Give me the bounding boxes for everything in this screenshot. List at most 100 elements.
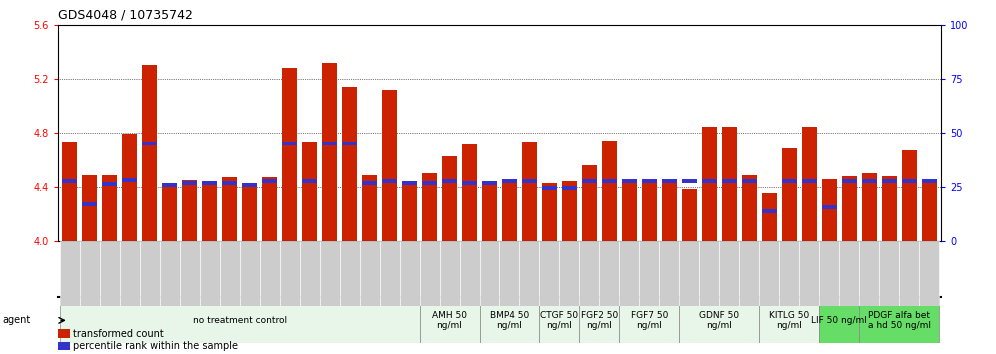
Bar — [679, 297, 759, 343]
Bar — [442, 156, 457, 241]
Bar — [719, 241, 739, 306]
Bar — [479, 241, 499, 306]
Bar — [582, 179, 597, 183]
Text: KITLG 50
ng/ml: KITLG 50 ng/ml — [769, 311, 810, 330]
Bar — [482, 181, 497, 185]
Bar — [240, 241, 260, 306]
Bar — [522, 142, 537, 241]
Text: FGF7 50
ng/ml: FGF7 50 ng/ml — [630, 311, 668, 330]
Bar — [620, 297, 679, 343]
Bar — [602, 179, 617, 183]
Text: GDS4048 / 10735742: GDS4048 / 10735742 — [58, 9, 192, 22]
Bar — [142, 142, 157, 145]
Bar — [402, 183, 417, 241]
Bar — [123, 134, 137, 241]
Bar — [679, 241, 699, 306]
Bar — [562, 186, 577, 190]
Bar — [302, 142, 317, 241]
Bar — [382, 179, 397, 183]
Bar — [60, 241, 80, 306]
Bar — [542, 183, 557, 241]
Bar — [822, 179, 837, 241]
Bar — [921, 179, 936, 183]
Bar — [139, 241, 159, 306]
Bar — [662, 179, 677, 183]
Text: PDGF alfa bet
a hd 50 ng/ml: PDGF alfa bet a hd 50 ng/ml — [868, 311, 930, 330]
Text: agent: agent — [2, 315, 30, 325]
Bar — [399, 241, 419, 306]
Bar — [260, 241, 280, 306]
Text: LIF 50 ng/ml: LIF 50 ng/ml — [812, 316, 868, 325]
Text: BMP4 50
ng/ml: BMP4 50 ng/ml — [490, 311, 529, 330]
Bar — [482, 181, 497, 241]
Bar — [120, 241, 139, 306]
Bar — [103, 182, 118, 186]
Bar — [502, 179, 517, 241]
Bar — [580, 241, 600, 306]
Bar — [499, 241, 520, 306]
Bar — [142, 65, 157, 241]
Bar — [842, 176, 857, 241]
Bar — [422, 173, 437, 241]
Bar — [442, 179, 457, 183]
Bar — [682, 189, 697, 241]
Bar — [862, 179, 876, 183]
Bar — [921, 183, 936, 241]
Bar — [919, 241, 939, 306]
Bar — [363, 175, 377, 241]
Bar — [542, 186, 557, 190]
Bar — [659, 241, 679, 306]
Bar — [342, 142, 358, 145]
Bar — [802, 127, 817, 241]
Bar — [262, 179, 277, 183]
Bar — [382, 90, 397, 241]
Bar — [502, 179, 517, 183]
Bar — [820, 297, 860, 343]
Bar — [820, 241, 840, 306]
Bar — [202, 181, 217, 241]
Bar — [860, 297, 939, 343]
Bar — [63, 179, 78, 183]
Bar — [179, 241, 199, 306]
Bar — [879, 241, 899, 306]
Bar — [280, 241, 300, 306]
Bar — [742, 179, 757, 183]
Bar — [699, 241, 719, 306]
Bar — [540, 297, 580, 343]
Bar — [300, 241, 320, 306]
Bar — [63, 142, 78, 241]
Bar — [782, 179, 797, 183]
Bar — [242, 183, 257, 187]
Bar — [182, 181, 197, 185]
Bar — [342, 87, 358, 241]
Bar — [682, 179, 697, 183]
Bar — [459, 241, 479, 306]
Bar — [220, 241, 240, 306]
Bar — [182, 180, 197, 241]
Bar — [439, 241, 459, 306]
Bar — [840, 241, 860, 306]
Bar — [322, 142, 337, 145]
Bar — [641, 179, 657, 183]
Bar — [80, 241, 100, 306]
Bar — [123, 178, 137, 182]
Bar — [83, 175, 98, 241]
Bar — [462, 181, 477, 185]
Bar — [262, 177, 277, 241]
Bar — [580, 297, 620, 343]
Bar — [100, 241, 120, 306]
Bar — [320, 241, 340, 306]
Bar — [562, 181, 577, 241]
Bar — [662, 180, 677, 241]
Bar — [822, 205, 837, 209]
Bar — [419, 241, 439, 306]
Bar — [162, 183, 177, 241]
Bar — [282, 68, 297, 241]
Bar — [600, 241, 620, 306]
Bar — [560, 241, 580, 306]
Text: GDNF 50
ng/ml: GDNF 50 ng/ml — [699, 311, 739, 330]
Bar — [881, 179, 896, 183]
Bar — [639, 241, 659, 306]
Bar — [379, 241, 399, 306]
Bar — [779, 241, 800, 306]
